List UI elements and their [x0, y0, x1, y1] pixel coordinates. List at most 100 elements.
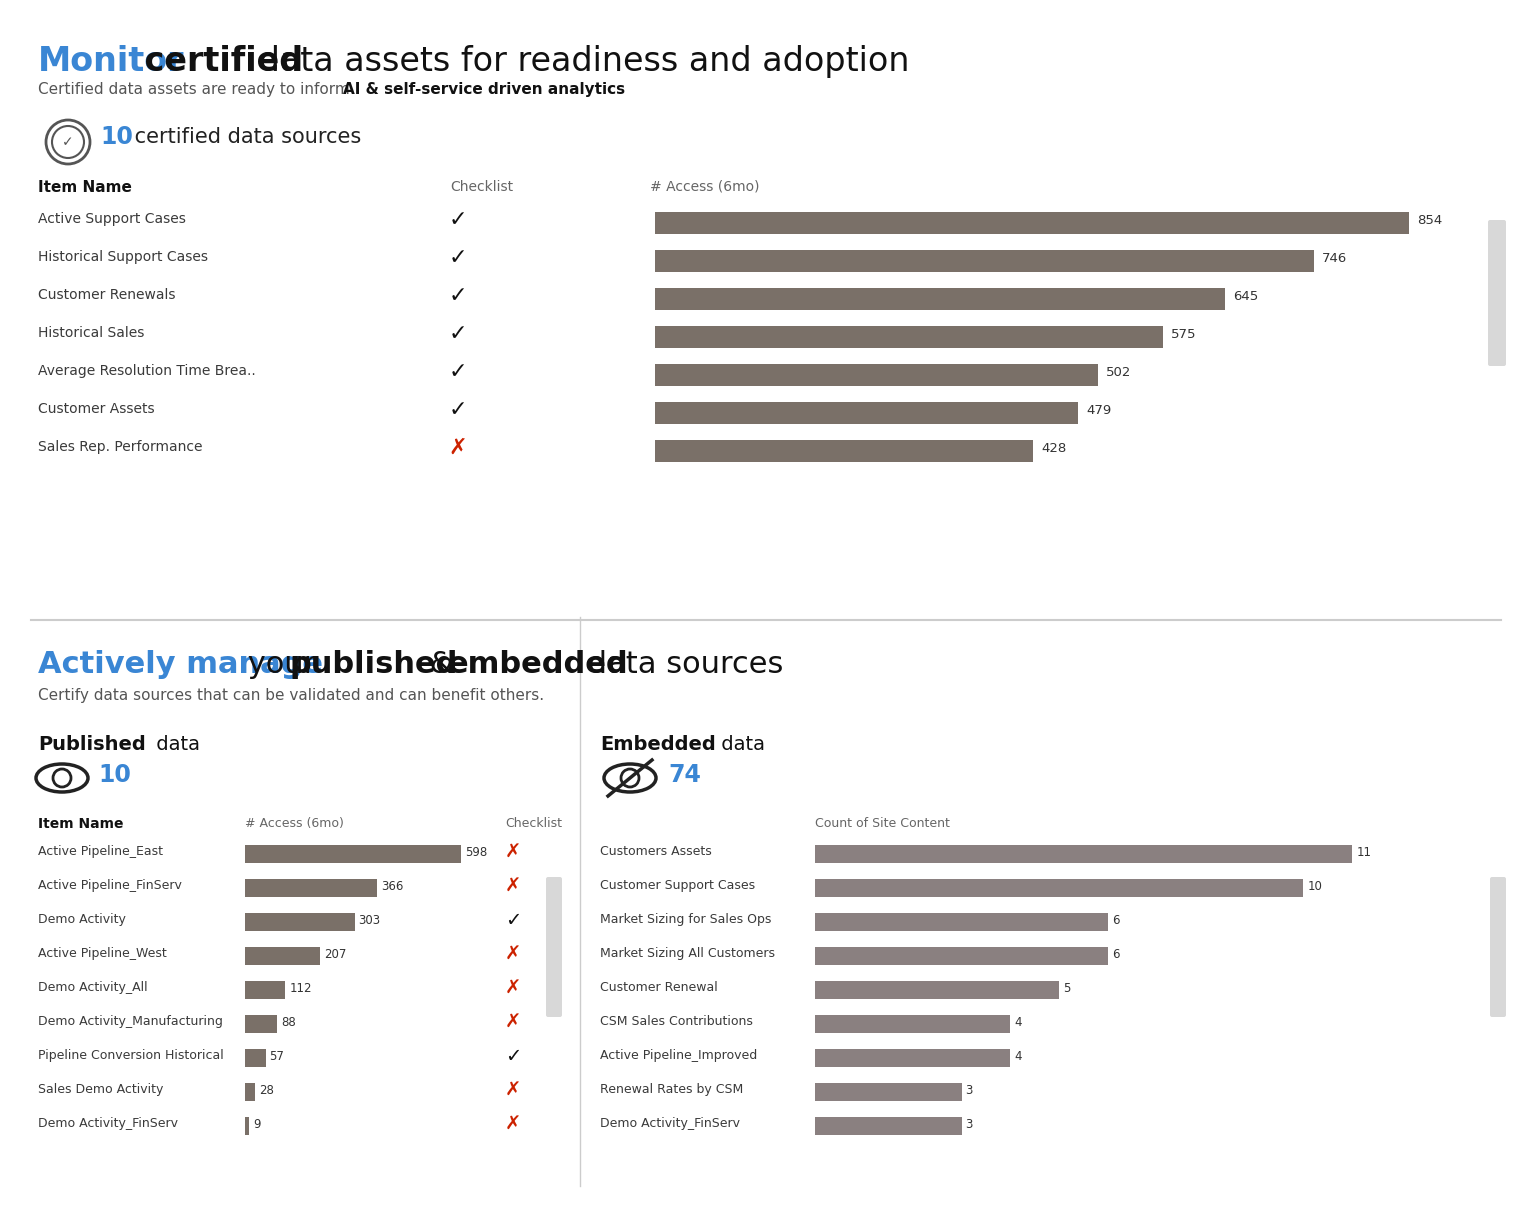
Text: ✓: ✓	[506, 910, 521, 929]
Text: 575: 575	[1170, 328, 1196, 340]
Text: ✗: ✗	[449, 438, 467, 459]
Text: 479: 479	[1086, 403, 1111, 416]
Text: Demo Activity_Manufacturing: Demo Activity_Manufacturing	[38, 1015, 222, 1028]
Text: ✗: ✗	[506, 945, 521, 963]
FancyBboxPatch shape	[656, 325, 1163, 348]
Text: Active Support Cases: Active Support Cases	[38, 212, 185, 226]
Text: 5: 5	[1063, 981, 1071, 995]
Text: Demo Activity: Demo Activity	[38, 914, 126, 926]
Text: 598: 598	[466, 846, 487, 859]
Text: 645: 645	[1233, 289, 1258, 302]
Text: ✓: ✓	[449, 362, 467, 382]
Text: Renewal Rates by CSM: Renewal Rates by CSM	[601, 1083, 743, 1096]
Text: certified data sources: certified data sources	[129, 127, 362, 146]
FancyBboxPatch shape	[815, 878, 1304, 897]
Text: ✓: ✓	[449, 324, 467, 344]
Text: Actively manage: Actively manage	[38, 650, 323, 679]
FancyBboxPatch shape	[815, 1015, 1011, 1033]
FancyBboxPatch shape	[656, 364, 1098, 386]
FancyBboxPatch shape	[656, 250, 1314, 272]
Text: data: data	[715, 734, 764, 754]
Text: ✓: ✓	[449, 401, 467, 420]
FancyBboxPatch shape	[245, 981, 285, 999]
Text: 112: 112	[290, 981, 313, 995]
FancyBboxPatch shape	[815, 1049, 1011, 1067]
Text: ✗: ✗	[506, 876, 521, 895]
FancyBboxPatch shape	[545, 877, 562, 1016]
Text: Active Pipeline_East: Active Pipeline_East	[38, 845, 162, 858]
Text: ✗: ✗	[506, 1114, 521, 1134]
Text: 74: 74	[668, 764, 700, 786]
Text: 502: 502	[1106, 365, 1132, 379]
Text: AI & self-service driven analytics: AI & self-service driven analytics	[343, 82, 625, 97]
FancyBboxPatch shape	[656, 402, 1079, 424]
Text: Certified data assets are ready to inform: Certified data assets are ready to infor…	[38, 82, 354, 97]
Text: 6: 6	[1112, 947, 1120, 961]
Text: Sales Rep. Performance: Sales Rep. Performance	[38, 440, 202, 454]
FancyBboxPatch shape	[245, 1049, 265, 1067]
Text: 428: 428	[1042, 442, 1066, 455]
Text: Item Name: Item Name	[38, 180, 132, 195]
Text: 3: 3	[965, 1083, 973, 1096]
FancyBboxPatch shape	[1488, 220, 1506, 365]
FancyBboxPatch shape	[656, 212, 1409, 234]
Text: Customers Assets: Customers Assets	[601, 845, 712, 858]
FancyBboxPatch shape	[245, 845, 461, 863]
Text: 366: 366	[381, 880, 404, 893]
Text: published: published	[290, 650, 458, 679]
Text: 4: 4	[1014, 1049, 1022, 1062]
Text: 28: 28	[259, 1083, 274, 1096]
Text: ✓: ✓	[63, 136, 74, 149]
Text: ✗: ✗	[506, 1081, 521, 1100]
Text: data sources: data sources	[578, 650, 783, 679]
Text: ✗: ✗	[506, 1013, 521, 1031]
Text: 57: 57	[270, 1049, 285, 1062]
Text: Customer Renewal: Customer Renewal	[601, 981, 719, 993]
Text: ✓: ✓	[449, 286, 467, 306]
FancyBboxPatch shape	[656, 288, 1224, 310]
Text: Demo Activity_All: Demo Activity_All	[38, 981, 147, 993]
Text: 88: 88	[280, 1015, 296, 1028]
FancyBboxPatch shape	[815, 981, 1059, 999]
Text: ✓: ✓	[449, 211, 467, 230]
Text: 303: 303	[358, 914, 380, 927]
Text: ✗: ✗	[506, 979, 521, 997]
Text: Historical Sales: Historical Sales	[38, 325, 144, 340]
Text: Certify data sources that can be validated and can benefit others.: Certify data sources that can be validat…	[38, 688, 544, 703]
FancyBboxPatch shape	[245, 1015, 277, 1033]
Text: Item Name: Item Name	[38, 817, 124, 831]
Text: Market Sizing for Sales Ops: Market Sizing for Sales Ops	[601, 914, 772, 926]
Text: # Access (6mo): # Access (6mo)	[650, 180, 760, 194]
Text: Monitor: Monitor	[38, 45, 184, 77]
FancyBboxPatch shape	[815, 1083, 962, 1101]
FancyBboxPatch shape	[245, 947, 320, 966]
Text: 854: 854	[1417, 213, 1443, 226]
FancyBboxPatch shape	[815, 1117, 962, 1135]
Text: Average Resolution Time Brea..: Average Resolution Time Brea..	[38, 364, 256, 378]
Text: embedded: embedded	[447, 650, 628, 679]
Text: Checklist: Checklist	[506, 817, 562, 830]
Text: CSM Sales Contributions: CSM Sales Contributions	[601, 1015, 752, 1028]
Text: Active Pipeline_FinServ: Active Pipeline_FinServ	[38, 878, 182, 892]
FancyBboxPatch shape	[245, 1117, 250, 1135]
Text: Count of Site Content: Count of Site Content	[815, 817, 950, 830]
Text: Embedded: Embedded	[601, 734, 715, 754]
Text: Demo Activity_FinServ: Demo Activity_FinServ	[601, 1117, 740, 1130]
Text: ✓: ✓	[506, 1047, 521, 1066]
Text: ✓: ✓	[449, 248, 467, 267]
Text: 207: 207	[323, 947, 346, 961]
Text: Historical Support Cases: Historical Support Cases	[38, 250, 208, 264]
Text: Checklist: Checklist	[450, 180, 513, 194]
FancyBboxPatch shape	[815, 914, 1108, 930]
Text: 4: 4	[1014, 1015, 1022, 1028]
Text: Active Pipeline_Improved: Active Pipeline_Improved	[601, 1049, 757, 1062]
Text: certified: certified	[133, 45, 303, 77]
Text: data: data	[150, 734, 201, 754]
Text: Active Pipeline_West: Active Pipeline_West	[38, 947, 167, 960]
Text: Demo Activity_FinServ: Demo Activity_FinServ	[38, 1117, 178, 1130]
Text: Customer Assets: Customer Assets	[38, 402, 155, 416]
Text: data assets for readiness and adoption: data assets for readiness and adoption	[248, 45, 910, 77]
Text: Sales Demo Activity: Sales Demo Activity	[38, 1083, 164, 1096]
Text: 3: 3	[965, 1118, 973, 1130]
Text: 9: 9	[253, 1118, 260, 1130]
